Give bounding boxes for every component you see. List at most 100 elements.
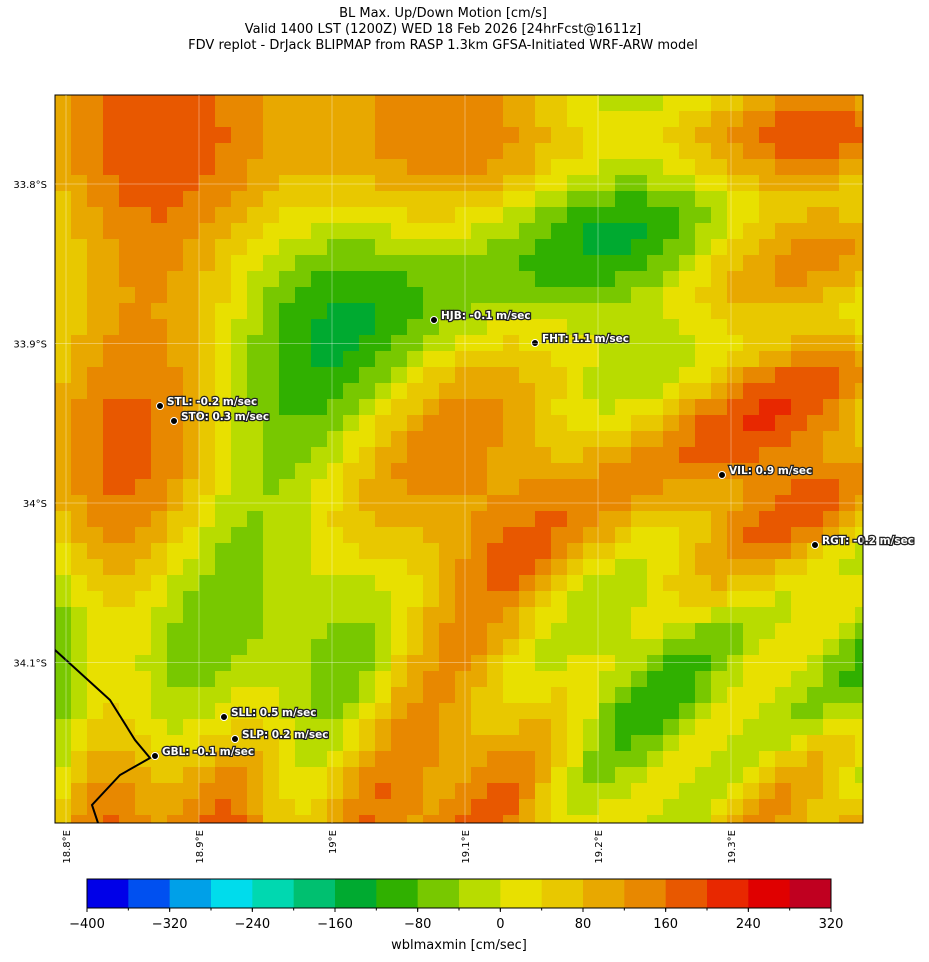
field-cell — [631, 239, 648, 256]
field — [55, 95, 863, 823]
field-cell — [679, 287, 696, 304]
field-cell — [167, 207, 184, 224]
field-cell — [743, 223, 760, 240]
field-cell — [663, 223, 680, 240]
field-cell — [791, 687, 808, 704]
field-cell — [199, 143, 216, 160]
field-cell — [615, 303, 632, 320]
field-cell — [215, 479, 232, 496]
field-cell — [423, 815, 440, 823]
field-cell — [583, 239, 600, 256]
field-cell — [439, 319, 456, 336]
field-cell — [583, 575, 600, 592]
field-cell — [583, 799, 600, 816]
field-cell — [839, 735, 856, 752]
field-cell — [567, 543, 584, 560]
field-cell — [135, 175, 152, 192]
field-cell — [519, 463, 536, 480]
field-cell — [823, 735, 840, 752]
field-cell — [407, 719, 424, 736]
field-cell — [183, 127, 200, 144]
field-cell — [471, 575, 488, 592]
field-cell — [247, 735, 264, 752]
field-cell — [727, 207, 744, 224]
field-cell — [407, 591, 424, 608]
field-cell — [55, 223, 72, 240]
field-cell — [615, 175, 632, 192]
field-cell — [823, 719, 840, 736]
field-cell — [775, 543, 792, 560]
field-cell — [535, 191, 552, 208]
field-cell — [551, 607, 568, 624]
field-cell — [215, 255, 232, 272]
field-cell — [855, 463, 863, 480]
field-cell — [327, 255, 344, 272]
field-cell — [487, 671, 504, 688]
field-cell — [71, 783, 88, 800]
field-cell — [215, 239, 232, 256]
field-cell — [375, 431, 392, 448]
field-cell — [279, 527, 296, 544]
field-cell — [583, 463, 600, 480]
field-cell — [311, 367, 328, 384]
field-cell — [103, 175, 120, 192]
field-cell — [775, 303, 792, 320]
field-cell — [311, 655, 328, 672]
field-cell — [327, 639, 344, 656]
field-cell — [647, 479, 664, 496]
field-cell — [583, 223, 600, 240]
field-cell — [167, 575, 184, 592]
field-cell — [487, 687, 504, 704]
field-cell — [167, 671, 184, 688]
field-cell — [839, 319, 856, 336]
field-cell — [743, 575, 760, 592]
field-cell — [679, 799, 696, 816]
field-cell — [215, 575, 232, 592]
field-cell — [535, 303, 552, 320]
field-cell — [279, 671, 296, 688]
field-cell — [103, 95, 120, 112]
field-cell — [823, 575, 840, 592]
field-cell — [535, 591, 552, 608]
field-cell — [311, 687, 328, 704]
field-cell — [535, 351, 552, 368]
field-cell — [759, 95, 776, 112]
field-cell — [391, 463, 408, 480]
field-cell — [807, 335, 824, 352]
field-cell — [439, 239, 456, 256]
field-cell — [663, 415, 680, 432]
field-cell — [263, 447, 280, 464]
field-cell — [663, 591, 680, 608]
field-cell — [487, 799, 504, 816]
field-cell — [743, 447, 760, 464]
field-cell — [231, 527, 248, 544]
field-cell — [103, 527, 120, 544]
field-cell — [807, 719, 824, 736]
field-cell — [551, 223, 568, 240]
field-cell — [759, 575, 776, 592]
field-cell — [711, 175, 728, 192]
field-cell — [791, 639, 808, 656]
field-cell — [487, 559, 504, 576]
field-cell — [215, 607, 232, 624]
field-cell — [263, 399, 280, 416]
field-cell — [503, 415, 520, 432]
field-cell — [471, 415, 488, 432]
field-cell — [551, 271, 568, 288]
field-cell — [407, 335, 424, 352]
field-cell — [327, 207, 344, 224]
field-cell — [631, 735, 648, 752]
field-cell — [663, 111, 680, 128]
field-cell — [135, 287, 152, 304]
field-cell — [599, 319, 616, 336]
field-cell — [711, 303, 728, 320]
colorbar-swatch — [624, 879, 667, 908]
field-cell — [839, 783, 856, 800]
field-cell — [647, 767, 664, 784]
field-cell — [711, 479, 728, 496]
field-cell — [663, 447, 680, 464]
field-cell — [823, 143, 840, 160]
field-cell — [791, 815, 808, 823]
field-cell — [375, 415, 392, 432]
field-cell — [743, 527, 760, 544]
